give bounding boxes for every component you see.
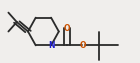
Text: O: O xyxy=(64,24,70,33)
Text: N: N xyxy=(48,41,54,50)
Text: O: O xyxy=(80,41,87,50)
